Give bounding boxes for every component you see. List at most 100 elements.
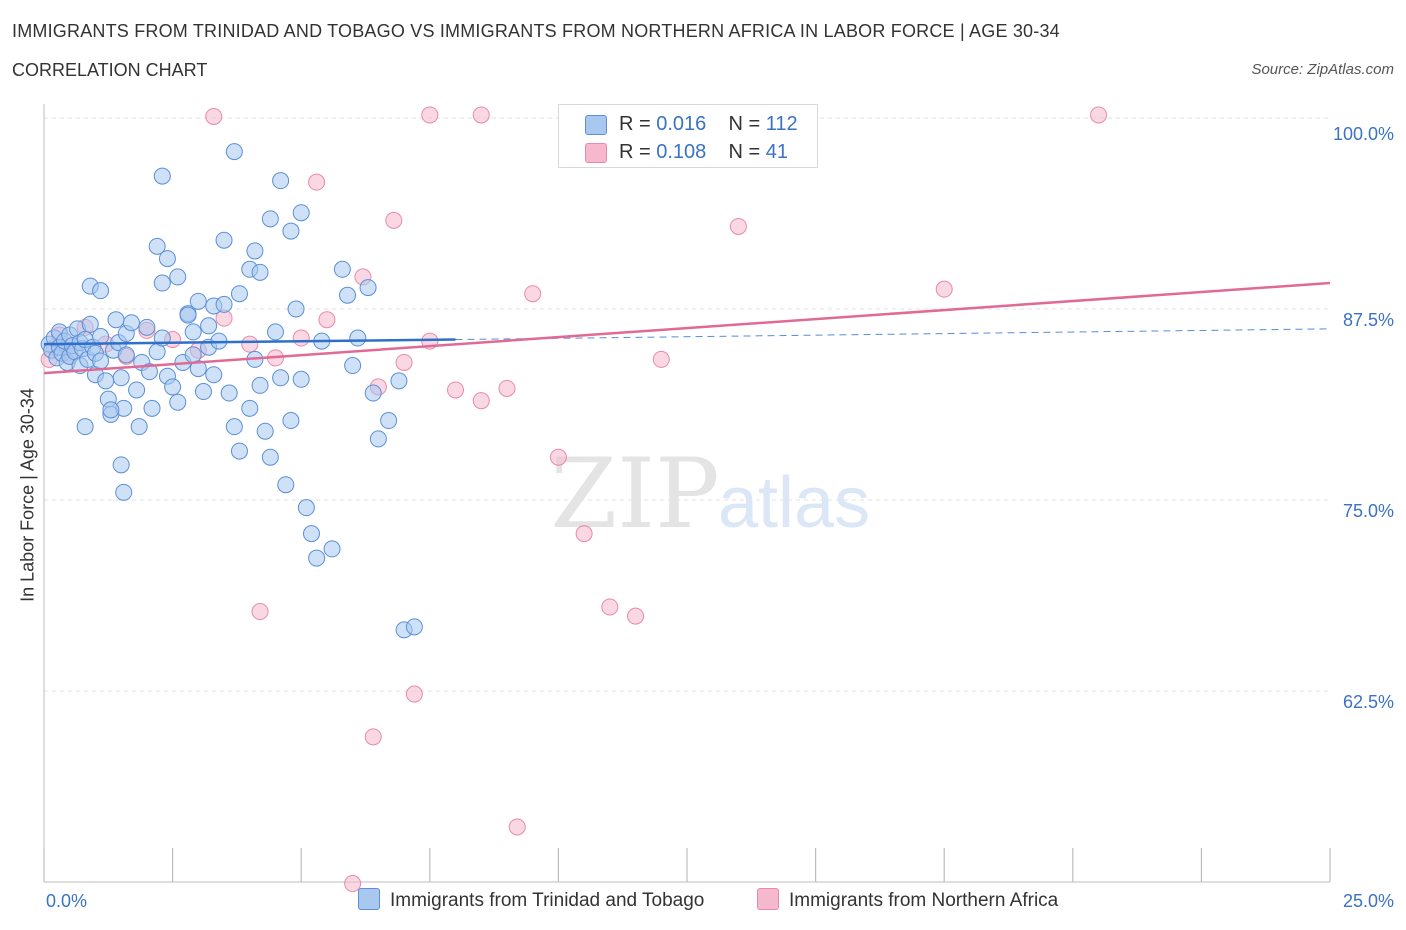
data-point-trinidad-tobago — [158, 250, 176, 268]
grid-lines — [44, 117, 1330, 692]
data-point-trinidad-tobago — [251, 376, 269, 394]
data-point-trinidad-tobago — [112, 369, 130, 387]
data-point-trinidad-tobago — [277, 476, 295, 494]
data-point-trinidad-tobago — [200, 317, 218, 335]
data-point-trinidad-tobago — [256, 422, 274, 440]
data-point-northern-africa — [292, 329, 310, 347]
data-point-trinidad-tobago — [292, 204, 310, 222]
bottom-legend-trinidad: Immigrants from Trinidad and Tobago — [358, 888, 704, 912]
data-point-northern-africa — [498, 379, 516, 397]
bottom-legend-label: Immigrants from Trinidad and Tobago — [390, 890, 705, 911]
y-tick-label: 62.5% — [1342, 692, 1394, 712]
data-point-northern-africa — [524, 285, 542, 303]
data-point-trinidad-tobago — [122, 314, 140, 332]
data-point-northern-africa — [205, 107, 223, 125]
data-point-trinidad-tobago — [215, 295, 233, 313]
data-point-northern-africa — [447, 381, 465, 399]
data-point-trinidad-tobago — [241, 399, 259, 417]
data-point-northern-africa — [364, 728, 382, 746]
data-point-northern-africa — [652, 350, 670, 368]
data-point-trinidad-tobago — [81, 315, 99, 333]
data-point-trinidad-tobago — [390, 372, 408, 390]
data-point-northern-africa — [508, 818, 526, 836]
trend-line-northern-africa — [43, 281, 1331, 375]
data-point-northern-africa — [395, 353, 413, 371]
data-point-trinidad-tobago — [130, 418, 148, 436]
data-point-northern-africa — [729, 217, 747, 235]
legend-swatch-pink — [585, 143, 607, 163]
data-point-trinidad-tobago — [359, 279, 377, 297]
data-point-trinidad-tobago — [297, 499, 315, 517]
data-point-trinidad-tobago — [184, 323, 202, 341]
data-point-northern-africa — [1090, 106, 1108, 124]
data-point-trinidad-tobago — [112, 456, 130, 474]
data-point-trinidad-tobago — [169, 268, 187, 286]
data-point-trinidad-tobago — [338, 286, 356, 304]
data-point-northern-africa — [472, 106, 490, 124]
data-point-northern-africa — [549, 448, 567, 466]
data-point-trinidad-tobago — [323, 540, 341, 558]
y-tick-label: 87.5% — [1342, 310, 1394, 330]
bottom-legend-swatch-pink — [757, 888, 779, 910]
data-point-trinidad-tobago — [92, 328, 110, 346]
data-point-trinidad-tobago — [344, 357, 362, 375]
data-point-trinidad-tobago — [189, 292, 207, 310]
data-point-northern-africa — [627, 607, 645, 625]
bottom-legend-swatch-blue — [358, 888, 380, 910]
data-point-trinidad-tobago — [302, 525, 320, 543]
data-point-trinidad-tobago — [102, 401, 120, 419]
data-point-trinidad-tobago — [282, 222, 300, 240]
data-point-trinidad-tobago — [287, 300, 305, 318]
data-point-trinidad-tobago — [230, 442, 248, 460]
source-credit: Source: ZipAtlas.com — [1251, 61, 1394, 78]
data-point-trinidad-tobago — [128, 381, 146, 399]
data-point-trinidad-tobago — [143, 399, 161, 417]
trend-lines — [43, 281, 1331, 375]
legend-n-value: 112 — [765, 113, 798, 135]
data-point-trinidad-tobago — [333, 260, 351, 278]
data-point-trinidad-tobago — [349, 329, 367, 347]
x-tick-min: 0.0% — [46, 891, 88, 911]
data-point-trinidad-tobago — [220, 384, 238, 402]
data-point-northern-africa — [421, 106, 439, 124]
data-point-northern-africa — [575, 525, 593, 543]
y-axis-label: In Labor Force | Age 30-34 — [17, 388, 38, 602]
data-point-trinidad-tobago — [76, 418, 94, 436]
legend-r-value: 0.108 — [656, 141, 707, 163]
data-point-trinidad-tobago — [140, 363, 158, 381]
data-point-northern-africa — [318, 311, 336, 329]
legend-r-label: R = — [619, 141, 651, 163]
bottom-legend-label: Immigrants from Northern Africa — [789, 890, 1059, 911]
legend-r-label: R = — [619, 113, 651, 135]
data-point-trinidad-tobago — [115, 483, 133, 501]
data-point-trinidad-tobago — [153, 274, 171, 292]
data-point-trinidad-tobago — [92, 352, 110, 370]
data-point-trinidad-tobago — [169, 393, 187, 411]
data-point-northern-africa — [241, 335, 259, 353]
data-point-trinidad-tobago — [92, 282, 110, 300]
y-tick-label: 100.0% — [1332, 124, 1394, 144]
watermark: ZIP atlas — [550, 438, 870, 550]
trend-line-trinidad — [43, 338, 456, 346]
legend-swatch-blue — [585, 115, 607, 135]
data-point-trinidad-tobago — [292, 370, 310, 388]
data-point-trinidad-tobago — [97, 372, 115, 390]
legend-n-label: N = — [728, 113, 761, 135]
legend-n-value: 41 — [765, 141, 789, 163]
data-point-trinidad-tobago — [107, 311, 125, 329]
data-point-trinidad-tobago — [215, 231, 233, 249]
data-point-trinidad-tobago — [184, 346, 202, 364]
data-point-trinidad-tobago — [272, 369, 290, 387]
data-point-northern-africa — [251, 603, 269, 621]
data-point-trinidad-tobago — [153, 167, 171, 185]
data-point-trinidad-tobago — [308, 549, 326, 567]
data-point-trinidad-tobago — [148, 237, 166, 255]
trend-line-trinidad-extension — [455, 328, 1331, 341]
legend-r-value: 0.016 — [656, 113, 707, 135]
data-point-northern-africa — [385, 211, 403, 229]
data-point-trinidad-tobago — [225, 143, 243, 161]
y-tick-label: 75.0% — [1342, 501, 1394, 521]
series-trinidad-tobago-points — [40, 143, 423, 639]
stats-legend: R = 0.016 N = 112 R = 0.108 N = 41 — [558, 104, 818, 168]
